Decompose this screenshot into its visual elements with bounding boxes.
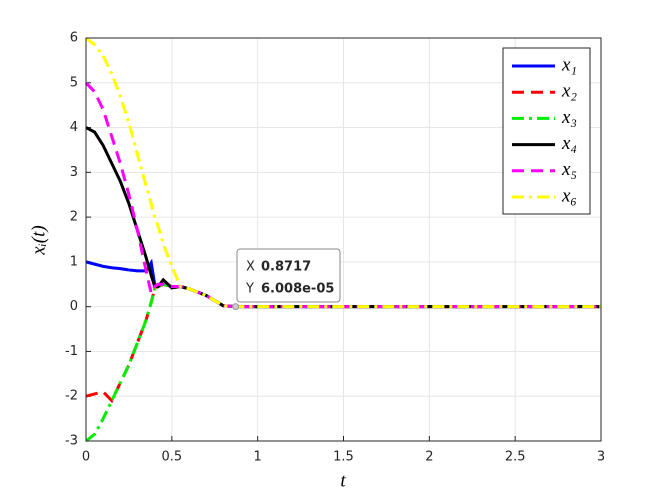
y-tick-label: 2	[70, 210, 78, 225]
x-tick-label: 3	[597, 450, 605, 465]
legend-label: x₁	[561, 54, 577, 75]
axes-box	[85, 37, 602, 442]
x-tick-label: 1.5	[333, 450, 354, 465]
x-tick-label: 2.5	[505, 450, 526, 465]
datatip-x-value: 0.8717	[261, 260, 311, 275]
y-tick-label: 1	[70, 254, 78, 269]
y-tick-label: 5	[70, 75, 78, 90]
y-tick-label: 4	[70, 120, 78, 135]
x-tick-label: 0.5	[161, 450, 182, 465]
y-tick-label: -1	[65, 344, 78, 359]
legend-label: x₆	[561, 185, 577, 206]
y-tick-label: 0	[70, 299, 78, 314]
y-tick-label: -2	[65, 389, 78, 404]
legend-label: x₂	[561, 81, 577, 102]
legend-box	[502, 47, 591, 215]
y-axis-label: xᵢ(t)	[28, 225, 49, 255]
x-tick-label: 2	[425, 450, 433, 465]
legend-label: x₅	[561, 159, 577, 180]
x-tick-label: 1	[254, 450, 262, 465]
x-axis-label: t	[340, 470, 346, 491]
datatip-y-value: 6.008e-05	[261, 282, 334, 297]
datatip-x-name: X	[246, 260, 255, 275]
y-tick-label: 6	[70, 31, 78, 46]
legend-label: x₄	[561, 133, 577, 154]
datatip-y-name: Y	[245, 282, 254, 297]
datatip-marker	[232, 303, 240, 311]
y-tick-label: 3	[70, 165, 78, 180]
datatip-box	[236, 248, 341, 303]
x-tick-label: 0	[82, 450, 90, 465]
y-tick-label: -3	[65, 434, 78, 449]
legend-label: x₃	[561, 107, 577, 128]
series-line	[85, 36, 601, 309]
